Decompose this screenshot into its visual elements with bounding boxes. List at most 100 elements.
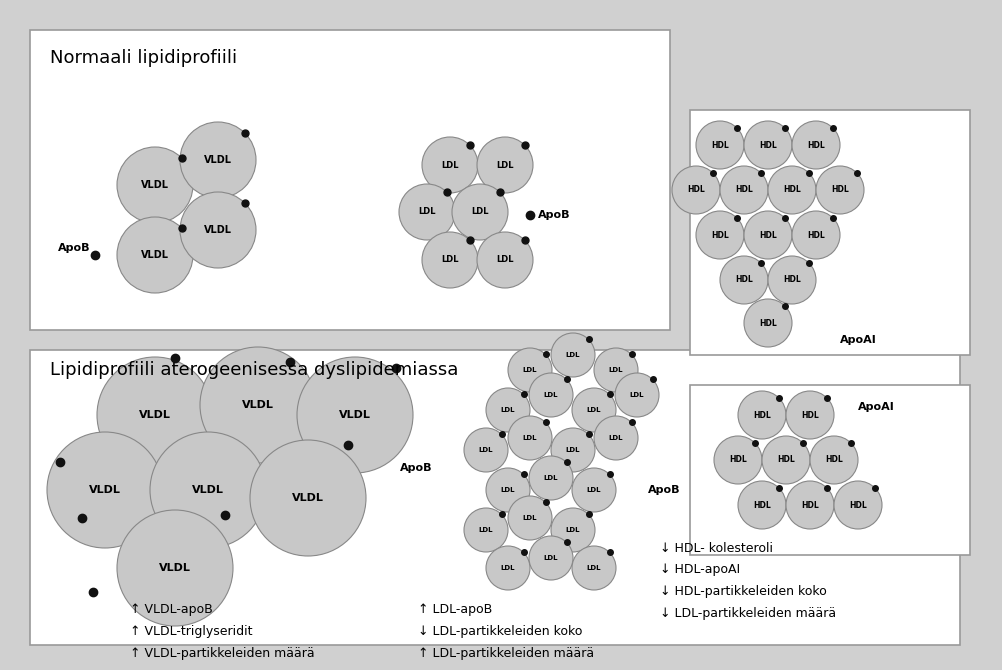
Text: ApoB: ApoB [400, 463, 432, 473]
Text: Lipidiprofiili aterogeenisessa dyslipidemiassa: Lipidiprofiili aterogeenisessa dyslipide… [50, 361, 458, 379]
FancyBboxPatch shape [689, 385, 969, 555]
Circle shape [571, 468, 615, 512]
Text: VLDL: VLDL [141, 180, 168, 190]
Text: LDL: LDL [586, 565, 600, 571]
Circle shape [768, 166, 816, 214]
Text: LDL: LDL [608, 435, 622, 441]
Text: HDL: HDL [801, 500, 818, 509]
Circle shape [737, 391, 786, 439]
Text: VLDL: VLDL [241, 400, 274, 410]
Circle shape [671, 166, 719, 214]
Circle shape [507, 348, 551, 392]
Text: LDL: LDL [608, 367, 622, 373]
Text: LDL: LDL [471, 208, 488, 216]
Circle shape [792, 121, 839, 169]
Text: LDL: LDL [629, 392, 643, 398]
Circle shape [486, 388, 529, 432]
Circle shape [117, 147, 192, 223]
Circle shape [528, 373, 572, 417]
Circle shape [507, 496, 551, 540]
Circle shape [528, 456, 572, 500]
Text: HDL: HDL [783, 186, 800, 194]
Text: VLDL: VLDL [339, 410, 371, 420]
Circle shape [486, 546, 529, 590]
Text: LDL: LDL [522, 515, 537, 521]
Text: LDL: LDL [500, 487, 515, 493]
Circle shape [117, 217, 192, 293]
Circle shape [743, 121, 792, 169]
FancyBboxPatch shape [30, 350, 959, 645]
Circle shape [507, 416, 551, 460]
Text: HDL: HDL [686, 186, 704, 194]
Text: LDL: LDL [565, 352, 580, 358]
Circle shape [452, 184, 507, 240]
Circle shape [47, 432, 163, 548]
Text: ApoAI: ApoAI [839, 335, 876, 345]
Circle shape [486, 468, 529, 512]
Circle shape [768, 256, 816, 304]
Circle shape [737, 481, 786, 529]
Text: LDL: LDL [478, 447, 493, 453]
Circle shape [550, 428, 594, 472]
Text: ↑ VLDL-triglyseridit: ↑ VLDL-triglyseridit [130, 626, 253, 639]
Circle shape [550, 333, 594, 377]
FancyBboxPatch shape [30, 30, 669, 330]
Circle shape [550, 508, 594, 552]
Circle shape [593, 416, 637, 460]
Circle shape [199, 347, 316, 463]
Circle shape [97, 357, 212, 473]
Text: HDL: HDL [807, 141, 824, 149]
Text: VLDL: VLDL [159, 563, 190, 573]
Text: LDL: LDL [565, 527, 580, 533]
Circle shape [786, 481, 834, 529]
Text: VLDL: VLDL [203, 225, 231, 235]
Text: LDL: LDL [500, 565, 515, 571]
Text: LDL: LDL [522, 435, 537, 441]
Text: ↑ VLDL-apoB: ↑ VLDL-apoB [130, 604, 212, 616]
Text: HDL: HDL [753, 500, 771, 509]
Circle shape [810, 436, 857, 484]
Circle shape [571, 388, 615, 432]
Text: HDL: HDL [849, 500, 866, 509]
Circle shape [249, 440, 366, 556]
Circle shape [399, 184, 455, 240]
Text: LDL: LDL [496, 161, 513, 170]
Text: ↓ LDL-partikkeleiden määrä: ↓ LDL-partikkeleiden määrä [659, 608, 836, 620]
Text: LDL: LDL [543, 555, 558, 561]
Circle shape [179, 122, 256, 198]
Text: VLDL: VLDL [141, 250, 168, 260]
Text: LDL: LDL [543, 475, 558, 481]
Circle shape [719, 256, 768, 304]
Text: HDL: HDL [777, 456, 794, 464]
Circle shape [477, 232, 532, 288]
Text: VLDL: VLDL [203, 155, 231, 165]
Text: VLDL: VLDL [139, 410, 170, 420]
Text: HDL: HDL [759, 318, 777, 328]
Text: LDL: LDL [543, 392, 558, 398]
Text: ↓ LDL-partikkeleiden koko: ↓ LDL-partikkeleiden koko [418, 626, 582, 639]
Circle shape [179, 192, 256, 268]
Text: ApoB: ApoB [57, 243, 90, 253]
Text: HDL: HDL [734, 186, 753, 194]
Text: HDL: HDL [825, 456, 842, 464]
Circle shape [477, 137, 532, 193]
Text: VLDL: VLDL [292, 493, 324, 503]
Text: ↓ HDL-partikkeleiden koko: ↓ HDL-partikkeleiden koko [659, 586, 826, 598]
Circle shape [695, 121, 743, 169]
Text: HDL: HDL [831, 186, 848, 194]
Circle shape [593, 348, 637, 392]
Circle shape [834, 481, 881, 529]
Text: HDL: HDL [728, 456, 746, 464]
Circle shape [297, 357, 413, 473]
Text: HDL: HDL [801, 411, 818, 419]
Circle shape [713, 436, 762, 484]
Text: Normaali lipidiprofiili: Normaali lipidiprofiili [50, 49, 236, 67]
Text: LDL: LDL [478, 527, 493, 533]
FancyBboxPatch shape [689, 110, 969, 355]
Text: HDL: HDL [759, 141, 777, 149]
Text: LDL: LDL [441, 161, 458, 170]
Text: HDL: HDL [734, 275, 753, 285]
Text: LDL: LDL [441, 255, 458, 265]
Text: LDL: LDL [586, 407, 600, 413]
Text: HDL: HDL [783, 275, 800, 285]
